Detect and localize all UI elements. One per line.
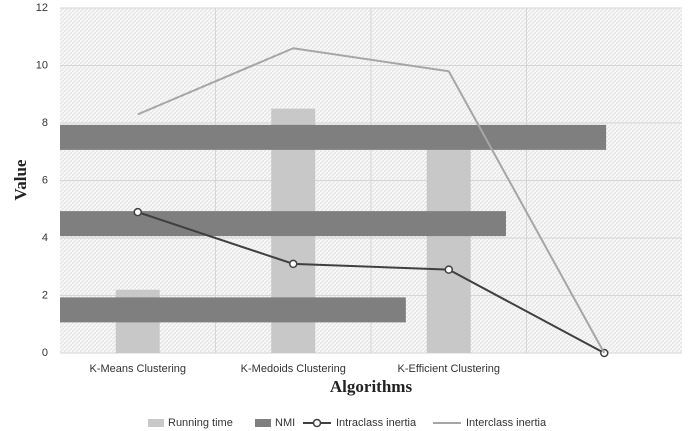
horizontal-bar bbox=[60, 297, 406, 323]
y-tick-label: 4 bbox=[42, 232, 48, 244]
legend-label: Running time bbox=[168, 417, 233, 429]
y-tick-label: 12 bbox=[36, 2, 48, 14]
line-marker bbox=[444, 265, 453, 274]
y-tick-label: 8 bbox=[42, 117, 48, 129]
x-axis-title: Algorithms bbox=[330, 377, 413, 396]
line-marker bbox=[133, 207, 142, 217]
legend-swatch bbox=[148, 419, 164, 427]
legend-label: NMI bbox=[275, 417, 295, 429]
line bbox=[137, 47, 606, 354]
y-tick-label: 2 bbox=[42, 289, 48, 301]
line bbox=[137, 211, 605, 354]
line-marker bbox=[289, 259, 298, 269]
legend-swatch-marker bbox=[312, 418, 322, 428]
legend-swatch bbox=[255, 419, 271, 427]
y-tick-label: 0 bbox=[42, 347, 48, 359]
y-axis-title: Value bbox=[11, 159, 30, 200]
horizontal-bar bbox=[60, 211, 506, 237]
x-tick-label: K-Medoids Clustering bbox=[241, 363, 346, 375]
bar bbox=[426, 148, 471, 353]
y-tick-label: 10 bbox=[36, 59, 48, 71]
x-tick-label: K-Means Clustering bbox=[89, 363, 186, 375]
legend-label: Intraclass inertia bbox=[336, 417, 417, 429]
legend-label: Interclass inertia bbox=[466, 417, 547, 429]
horizontal-bar bbox=[60, 124, 607, 150]
y-tick-label: 6 bbox=[42, 174, 48, 186]
x-tick-label: K-Efficient Clustering bbox=[397, 363, 500, 375]
